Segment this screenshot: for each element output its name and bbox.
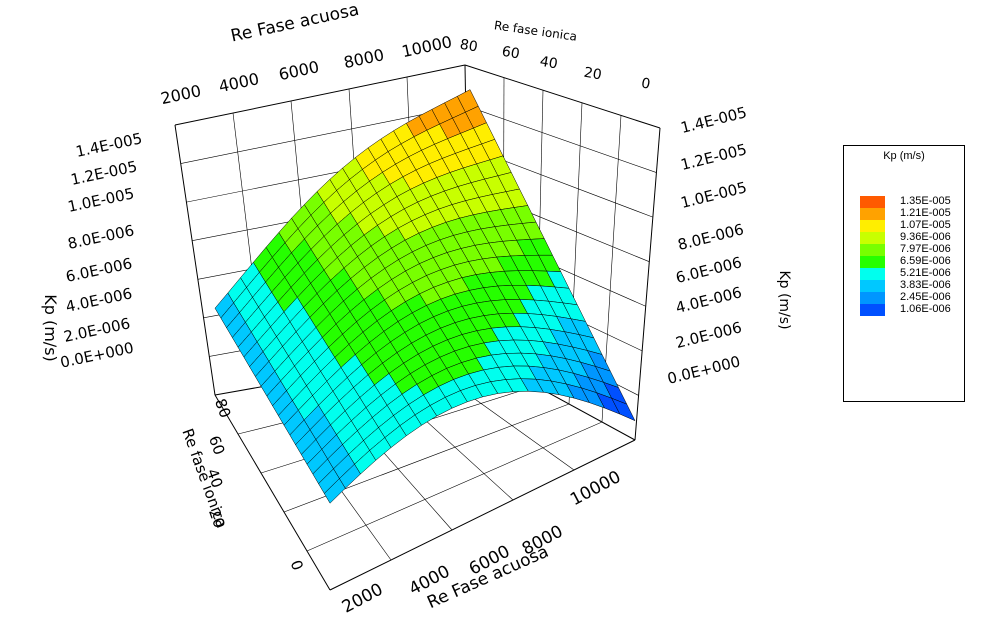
legend-swatch — [860, 220, 885, 232]
axis-line — [174, 124, 216, 396]
wall-grid-line — [180, 105, 466, 164]
right-z-axis-title: Kp (m/s) — [776, 270, 792, 329]
legend-label: 7.97E-006 — [900, 243, 951, 255]
right-z-tick-label: 1.2E-005 — [679, 140, 749, 174]
surface-cell — [323, 478, 346, 504]
legend-swatch — [860, 292, 885, 304]
axis-line — [329, 439, 636, 591]
legend-title: Kp (m/s) — [883, 150, 925, 162]
legend-label: 3.83E-006 — [900, 279, 951, 291]
left-z-axis-title: Kp (m/s) — [41, 294, 60, 362]
legend-item: 7.97E-006 — [860, 243, 960, 256]
floor-grid-line — [306, 421, 603, 552]
legend-label: 1.21E-005 — [900, 207, 951, 219]
legend-swatch — [860, 280, 885, 292]
legend-item: 9.36E-006 — [860, 231, 960, 244]
back-y-axis-title: Re fase ionica — [493, 18, 578, 43]
back-y-tick-label: 0 — [640, 75, 652, 92]
legend-item: 6.59E-006 — [860, 255, 960, 268]
legend-item: 1.35E-005 — [860, 195, 960, 208]
legend-item: 3.83E-006 — [860, 279, 960, 292]
legend-label: 1.07E-005 — [900, 219, 951, 231]
left-z-tick-label: 8.0E-006 — [66, 221, 136, 253]
left-z-tick-label: 1.0E-005 — [66, 184, 136, 216]
front-y-tick-label: 60 — [205, 433, 228, 457]
left-z-tick-label: 1.4E-005 — [74, 129, 144, 161]
axis-line — [634, 127, 661, 441]
left-z-tick-label: 4.0E-006 — [64, 284, 134, 316]
back-y-tick-label: 40 — [539, 54, 559, 73]
front-x-tick-label: 2000 — [339, 580, 387, 618]
front-x-tick-label: 10000 — [567, 467, 624, 510]
right-z-tick-label: 6.0E-006 — [674, 253, 744, 287]
color-legend: Kp (m/s) 1.35E-005 1.21E-005 1.07E-005 9.36… — [843, 145, 965, 402]
front-y-tick-label: 80 — [211, 396, 234, 420]
front-y-tick-label: 0 — [287, 558, 307, 573]
axis-line — [214, 394, 331, 591]
legend-items: 1.35E-005 1.21E-005 1.07E-005 9.36E-006 7.97… — [860, 195, 960, 316]
back-y-tick-label: 80 — [459, 37, 479, 56]
legend-item: 1.07E-005 — [860, 219, 960, 232]
legend-item: 5.21E-006 — [860, 267, 960, 280]
legend-swatch — [860, 256, 885, 268]
back-x-tick-label: 4000 — [217, 69, 261, 96]
right-z-tick-label: 1.4E-005 — [679, 103, 749, 137]
right-z-tick-label: 4.0E-006 — [674, 283, 744, 317]
legend-item: 1.21E-005 — [860, 207, 960, 220]
legend-swatch — [860, 304, 885, 316]
back-x-axis-title: Re Fase acuosa — [229, 0, 361, 46]
back-x-tick-label: 8000 — [342, 45, 386, 72]
right-z-tick-label: 2.0E-006 — [674, 318, 744, 352]
back-y-tick-label: 60 — [501, 44, 521, 63]
axis-line — [464, 64, 661, 129]
legend-swatch — [860, 232, 885, 244]
surface-plot: 2000 4000 6000 8000 10000 80 60402001.4E-0051.… — [41, 0, 792, 618]
right-z-tick-label: 0.0E+000 — [665, 352, 742, 387]
axis-line — [174, 64, 466, 126]
back-x-tick-label: 2000 — [159, 81, 203, 108]
legend-label: 5.21E-006 — [900, 267, 951, 279]
front-y-tick-label: 20 — [205, 506, 228, 530]
legend-label: 9.36E-006 — [900, 231, 951, 243]
legend-swatch — [860, 268, 885, 280]
legend-label: 1.35E-005 — [900, 195, 951, 207]
back-y-tick-label: 20 — [583, 65, 603, 84]
left-z-tick-label: 6.0E-006 — [64, 254, 134, 286]
legend-label: 1.06E-006 — [900, 303, 951, 315]
back-x-tick-label: 6000 — [277, 57, 321, 84]
legend-label: 6.59E-006 — [900, 255, 951, 267]
legend-item: 1.06E-006 — [860, 303, 960, 316]
legend-label: 2.45E-006 — [900, 291, 951, 303]
front-y-tick-label: 40 — [203, 466, 226, 490]
legend-swatch — [860, 244, 885, 256]
wall-grid-line — [465, 105, 657, 173]
legend-swatch — [860, 208, 885, 220]
back-x-tick-label: 10000 — [400, 32, 454, 61]
surface-mesh — [214, 89, 636, 504]
legend-item: 2.45E-006 — [860, 291, 960, 304]
right-z-tick-label: 1.0E-005 — [679, 178, 749, 212]
right-z-tick-label: 8.0E-006 — [676, 220, 746, 254]
legend-swatch — [860, 196, 885, 208]
